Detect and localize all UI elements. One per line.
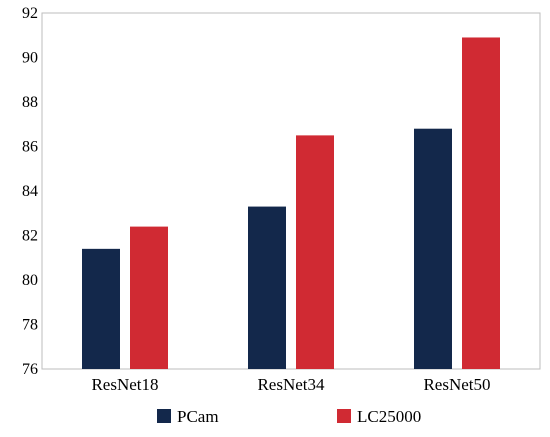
- y-tick-label: 78: [22, 317, 38, 334]
- legend-label-lc25000: LC25000: [357, 407, 421, 426]
- bar-pcam-resnet50: [414, 128, 452, 369]
- y-tick-label: 80: [22, 272, 38, 289]
- plot-border: [41, 12, 541, 370]
- bar-lc25000-resnet50: [462, 37, 500, 369]
- y-tick-label: 92: [22, 5, 38, 22]
- y-tick-label: 86: [22, 139, 38, 156]
- legend-swatch-pcam: [157, 409, 171, 423]
- x-category-label: ResNet18: [91, 375, 158, 394]
- bar-lc25000-resnet34: [296, 135, 334, 369]
- y-tick-label: 76: [22, 361, 38, 378]
- x-category-label: ResNet34: [257, 375, 325, 394]
- bar-pcam-resnet34: [248, 206, 286, 369]
- x-axis: ResNet18 ResNet34 ResNet50: [91, 375, 490, 394]
- y-tick-label: 82: [22, 228, 38, 245]
- y-tick-label: 90: [22, 50, 38, 67]
- y-axis: 76 78 80 82 84 86 88 90 92: [22, 5, 38, 378]
- y-tick-label: 88: [22, 94, 38, 111]
- legend: PCam LC25000: [157, 407, 421, 426]
- y-tick-label: 84: [22, 183, 38, 200]
- bar-pcam-resnet18: [82, 248, 120, 369]
- legend-swatch-lc25000: [337, 409, 351, 423]
- x-category-label: ResNet50: [423, 375, 490, 394]
- plot-area: [41, 12, 541, 370]
- legend-label-pcam: PCam: [177, 407, 219, 426]
- bar-lc25000-resnet18: [130, 226, 168, 369]
- bars-group: [82, 37, 500, 369]
